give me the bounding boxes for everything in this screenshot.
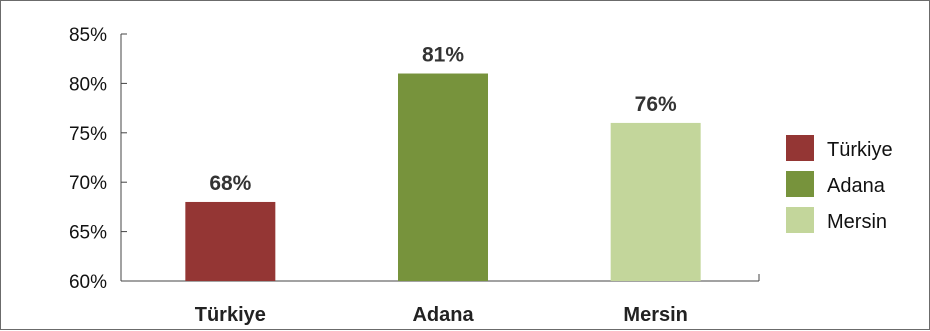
y-axis: 60% 65% 70% 75% 80% 85% [69,25,127,293]
y-tick-label: 70% [69,173,107,194]
y-tick-label: 75% [69,124,107,145]
legend-label: Mersin [827,211,887,233]
x-category-label: Türkiye [195,304,266,326]
y-tick-label: 80% [69,74,107,95]
legend-swatch [786,135,814,161]
x-axis: Türkiye Adana Mersin [121,274,760,326]
legend-label: Türkiye [827,139,893,161]
bar [185,201,276,281]
legend: Türkiye Adana Mersin [786,135,893,233]
x-category-label: Mersin [623,304,687,326]
y-tick-label: 85% [69,25,107,46]
y-tick-label: 65% [69,223,107,244]
x-category-label: Adana [412,304,474,326]
bar [398,73,488,282]
data-label: 68% [209,172,251,195]
bars: 68% 81% 76% [185,44,701,282]
legend-swatch [786,171,814,197]
data-label: 76% [635,93,677,116]
bar [610,122,701,281]
y-tick-label: 60% [69,272,107,293]
legend-label: Adana [827,175,886,197]
legend-swatch [786,207,814,233]
data-label: 81% [422,44,464,67]
